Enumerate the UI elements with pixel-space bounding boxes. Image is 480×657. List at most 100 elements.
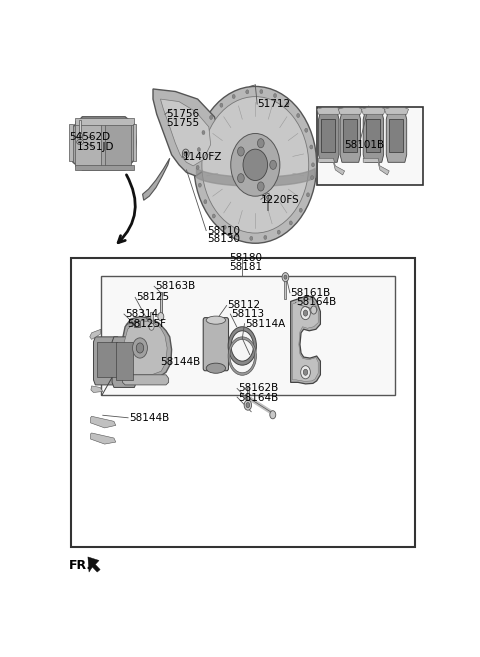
Bar	[97, 342, 117, 377]
Circle shape	[274, 93, 276, 98]
Ellipse shape	[231, 133, 280, 196]
Text: 58161B: 58161B	[290, 288, 331, 298]
Circle shape	[270, 411, 276, 419]
Bar	[317, 106, 423, 185]
Ellipse shape	[243, 149, 267, 181]
Circle shape	[246, 90, 249, 94]
Text: 58144B: 58144B	[129, 413, 169, 423]
Bar	[75, 122, 101, 166]
Circle shape	[232, 95, 235, 99]
Circle shape	[305, 128, 308, 132]
Bar	[134, 321, 140, 327]
Circle shape	[238, 173, 244, 183]
Circle shape	[286, 102, 289, 106]
Circle shape	[198, 183, 201, 187]
Circle shape	[289, 221, 292, 225]
Circle shape	[223, 225, 226, 229]
Bar	[389, 120, 403, 152]
Circle shape	[299, 208, 302, 212]
Text: 58130: 58130	[207, 234, 240, 244]
Text: 58144B: 58144B	[160, 357, 201, 367]
Polygon shape	[122, 321, 167, 374]
Bar	[71, 258, 415, 547]
Polygon shape	[290, 296, 321, 384]
Bar	[75, 118, 133, 125]
Circle shape	[204, 200, 207, 204]
Text: 58125: 58125	[136, 292, 169, 302]
Bar	[343, 120, 357, 152]
Circle shape	[246, 403, 250, 407]
Circle shape	[196, 166, 199, 170]
Bar	[75, 165, 133, 170]
Polygon shape	[361, 108, 385, 114]
Circle shape	[264, 235, 267, 239]
Text: 58101B: 58101B	[345, 139, 384, 150]
Text: 58114A: 58114A	[245, 319, 286, 328]
Bar	[160, 292, 162, 317]
Text: 51756: 51756	[166, 109, 199, 120]
Text: 58314: 58314	[125, 309, 158, 319]
Bar	[150, 311, 153, 327]
Circle shape	[257, 182, 264, 191]
Bar	[132, 124, 136, 161]
Circle shape	[244, 400, 252, 410]
Circle shape	[220, 103, 223, 107]
Bar	[267, 197, 268, 210]
Circle shape	[311, 175, 313, 179]
Text: 58162B: 58162B	[238, 384, 278, 394]
Circle shape	[257, 139, 264, 148]
Polygon shape	[88, 557, 100, 572]
Text: 58164B: 58164B	[296, 298, 336, 307]
Polygon shape	[143, 158, 170, 200]
Polygon shape	[94, 337, 120, 385]
Text: 54562D: 54562D	[69, 132, 110, 142]
Polygon shape	[338, 108, 362, 114]
Circle shape	[136, 343, 144, 353]
Polygon shape	[317, 108, 341, 114]
Text: 58181: 58181	[229, 262, 263, 272]
Ellipse shape	[206, 363, 226, 373]
Circle shape	[270, 160, 276, 170]
Polygon shape	[90, 329, 101, 340]
Circle shape	[303, 310, 308, 316]
Polygon shape	[386, 112, 407, 162]
Polygon shape	[120, 317, 172, 378]
Text: FR.: FR.	[69, 559, 93, 572]
Circle shape	[307, 193, 310, 197]
Text: 58110: 58110	[207, 225, 240, 236]
Bar	[105, 122, 131, 166]
Circle shape	[311, 306, 317, 314]
Polygon shape	[160, 99, 211, 166]
Circle shape	[197, 147, 200, 152]
Polygon shape	[122, 374, 168, 385]
Text: 58113: 58113	[231, 309, 264, 319]
Polygon shape	[153, 89, 220, 176]
Text: 58180: 58180	[229, 254, 262, 263]
Text: 51712: 51712	[257, 99, 290, 109]
Text: 58163B: 58163B	[155, 281, 195, 291]
Circle shape	[230, 340, 254, 373]
Text: 58125F: 58125F	[127, 319, 166, 329]
Circle shape	[184, 151, 188, 156]
Circle shape	[202, 131, 205, 135]
Bar	[116, 342, 133, 380]
Circle shape	[212, 214, 216, 218]
Bar	[79, 120, 81, 135]
Polygon shape	[292, 300, 318, 381]
Circle shape	[250, 237, 253, 240]
Text: 51755: 51755	[166, 118, 199, 128]
Bar	[321, 120, 335, 152]
Circle shape	[260, 89, 263, 93]
Polygon shape	[363, 112, 384, 162]
Polygon shape	[91, 386, 103, 392]
Circle shape	[297, 114, 300, 118]
Bar	[284, 279, 286, 299]
Ellipse shape	[202, 97, 309, 233]
Circle shape	[310, 145, 313, 149]
Circle shape	[265, 194, 270, 201]
Circle shape	[312, 163, 314, 167]
Circle shape	[282, 273, 289, 282]
Text: 58112: 58112	[228, 300, 261, 311]
Circle shape	[79, 135, 81, 138]
Circle shape	[266, 196, 269, 198]
